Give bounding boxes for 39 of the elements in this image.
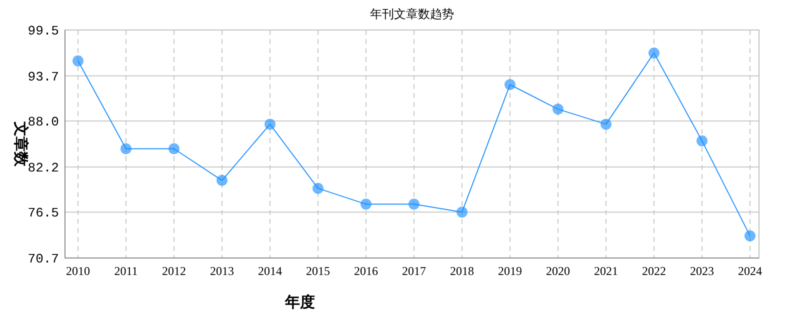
point	[264, 118, 276, 130]
y-tick-label: 76.5	[28, 206, 59, 221]
point	[648, 47, 660, 58]
y-tick-label: 70.7	[28, 252, 59, 267]
x-tick-label: 2017	[402, 264, 426, 278]
point	[504, 79, 516, 90]
x-tick-label: 2014	[258, 264, 282, 278]
point	[600, 118, 612, 130]
x-tick-label: 2019	[498, 264, 522, 278]
point	[168, 143, 180, 154]
point	[408, 198, 420, 210]
chart-title: 年刊文章数趋势	[370, 7, 454, 21]
x-tick-label: 2015	[306, 264, 330, 278]
y-tick-label: 99.5	[28, 24, 59, 39]
x-tick-label: 2016	[354, 264, 378, 278]
y-tick-label: 93.7	[28, 69, 59, 84]
point	[120, 143, 132, 154]
point	[456, 206, 468, 218]
x-tick-label: 2021	[594, 264, 618, 278]
x-tick-label: 2011	[114, 264, 138, 278]
point	[216, 174, 228, 186]
point	[552, 104, 564, 115]
point	[744, 230, 756, 242]
point	[72, 55, 84, 66]
x-tick-label: 2012	[162, 264, 186, 278]
x-tick-label: 2020	[546, 264, 570, 278]
x-tick-label: 2023	[690, 264, 714, 278]
x-tick-label: 2013	[210, 264, 234, 278]
x-axis-title: 年度	[284, 293, 315, 311]
x-tick-label: 2018	[450, 264, 474, 278]
x-tick-label: 2010	[66, 264, 90, 278]
x-tick-label: 2022	[642, 264, 666, 278]
y-axis-title: 文章数	[12, 120, 30, 168]
point	[312, 182, 324, 194]
point	[360, 198, 372, 210]
y-tick-label: 88.0	[28, 114, 59, 130]
y-tick-label: 82.2	[28, 160, 59, 176]
x-tick-label: 2024	[738, 264, 762, 278]
point	[696, 135, 708, 146]
